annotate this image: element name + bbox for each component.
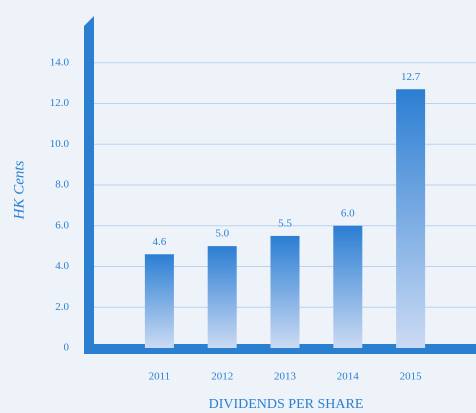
bar	[333, 225, 363, 348]
bar	[144, 254, 174, 348]
data-label: 5.0	[215, 228, 229, 240]
x-tick-label: 2014	[337, 371, 360, 383]
bar	[207, 246, 237, 348]
y-tick-label: 0	[64, 342, 70, 354]
y-tick-label: 8.0	[55, 179, 69, 191]
chart-title: DIVIDENDS PER SHARE	[209, 397, 364, 412]
x-axis	[84, 344, 476, 354]
bar	[270, 235, 300, 348]
y-tick-label: 6.0	[55, 219, 69, 231]
y-axis-label: HK Cents	[11, 160, 27, 220]
x-tick-label: 2011	[149, 371, 171, 383]
y-tick-label: 4.0	[55, 260, 69, 272]
data-label: 12.7	[401, 71, 421, 83]
y-tick-label: 12.0	[50, 97, 70, 109]
x-tick-label: 2015	[400, 371, 423, 383]
x-tick-label: 2012	[211, 371, 233, 383]
y-axis	[84, 16, 94, 354]
y-tick-label: 10.0	[50, 138, 70, 150]
y-tick-label: 14.0	[50, 56, 70, 68]
data-label: 4.6	[153, 236, 167, 248]
x-tick-label: 2013	[274, 371, 297, 383]
bar	[396, 89, 426, 349]
data-label: 5.5	[278, 217, 292, 229]
y-tick-label: 2.0	[55, 301, 69, 313]
data-label: 6.0	[341, 207, 355, 219]
